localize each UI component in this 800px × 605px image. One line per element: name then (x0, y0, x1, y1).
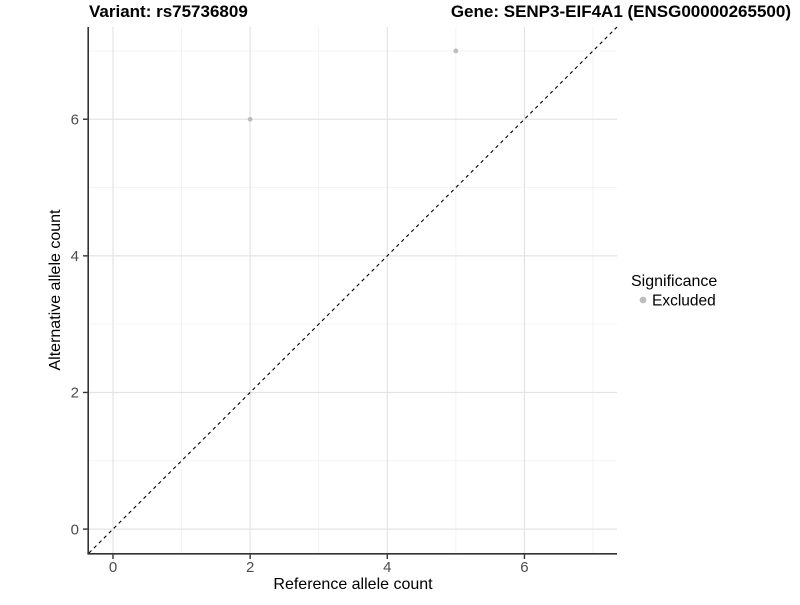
plot-panel: 0 2 4 6 0 2 4 6 (71, 26, 618, 576)
y-tick-label: 2 (71, 385, 79, 402)
x-axis-title: Reference allele count (273, 576, 433, 593)
legend-key-excluded-dot (639, 296, 647, 304)
legend-item-label: Excluded (652, 293, 716, 310)
plot-title-variant: Variant: rs75736809 (89, 2, 248, 21)
x-tick-label: 4 (383, 559, 391, 576)
legend-title: Significance (631, 273, 717, 290)
x-tick-label: 0 (109, 559, 117, 576)
y-axis-title: Alternative allele count (47, 209, 64, 371)
y-tick-label: 4 (71, 248, 79, 265)
y-tick-label: 6 (71, 111, 79, 128)
scatter-point (453, 48, 459, 54)
scatter-point (247, 116, 253, 122)
identity-dashed-line (88, 26, 618, 554)
legend: Significance Excluded (631, 273, 717, 310)
plot-title-gene: Gene: SENP3-EIF4A1 (ENSG00000265500) (451, 2, 791, 21)
x-tick-label: 6 (520, 559, 528, 576)
x-tick-label: 2 (246, 559, 254, 576)
y-tick-label: 0 (71, 521, 79, 538)
